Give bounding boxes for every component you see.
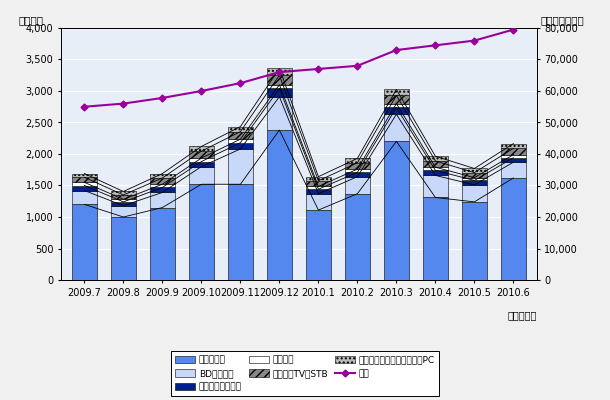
Bar [149,208,175,280]
Bar [267,68,292,75]
Bar [228,139,253,143]
累計 [120,101,127,106]
Bar [188,162,214,167]
Bar [423,156,448,161]
Bar [423,176,448,198]
累計 [432,43,439,48]
Bar [267,85,292,88]
Bar [423,198,448,280]
Bar [501,158,526,162]
Bar [72,177,97,182]
Bar [384,104,409,107]
累計 [510,27,517,32]
Bar [384,141,409,280]
Bar [228,149,253,184]
Bar [111,192,136,195]
Bar [423,167,448,170]
Bar [111,195,136,199]
Bar [501,148,526,155]
Bar [501,178,526,280]
累計 [276,70,283,74]
Bar [72,204,97,280]
Bar [384,114,409,141]
Bar [111,202,136,206]
Bar [384,90,409,96]
Bar [462,178,487,180]
累計 [198,89,205,94]
Bar [188,166,214,184]
Bar [267,75,292,85]
Bar [188,146,214,151]
Legend: 薄型テレビ, BDレコーダ, デジタルレコーダ, チューナ, ケーブルTV用STB, 地上デジタルチューナ内蔵PC, 累計: 薄型テレビ, BDレコーダ, デジタルレコーダ, チューナ, ケーブルTV用ST… [171,351,439,396]
Bar [345,194,370,280]
Text: （累計・千台）: （累計・千台） [540,16,584,26]
Bar [111,199,136,202]
累計 [81,104,88,109]
Bar [72,182,97,186]
Bar [188,151,214,158]
Bar [345,163,370,169]
Bar [267,130,292,280]
Bar [462,172,487,178]
Bar [149,184,175,187]
Bar [501,155,526,158]
Bar [188,184,214,280]
累計 [393,48,400,52]
Bar [228,132,253,139]
Bar [501,144,526,148]
Bar [501,162,526,178]
Bar [306,210,331,280]
Bar [267,88,292,97]
Text: （千台）: （千台） [18,16,43,26]
Bar [306,181,331,186]
Bar [384,96,409,104]
Text: （年・月）: （年・月） [508,310,537,320]
Bar [149,192,175,208]
Bar [149,174,175,178]
Bar [72,174,97,177]
Bar [423,170,448,176]
Bar [149,178,175,184]
Bar [306,177,331,181]
累計 [315,66,322,71]
Bar [462,180,487,185]
Bar [306,189,331,194]
Bar [345,172,370,177]
累計 [354,63,361,68]
Bar [149,187,175,192]
Bar [72,186,97,190]
Bar [345,169,370,172]
Bar [228,143,253,149]
Bar [462,185,487,202]
Bar [345,158,370,163]
Bar [306,194,331,210]
Bar [462,168,487,172]
Bar [228,184,253,280]
Line: 累計: 累計 [82,27,516,109]
Bar [345,177,370,194]
Bar [188,158,214,162]
Bar [267,97,292,130]
Bar [306,186,331,189]
Bar [111,217,136,280]
Bar [228,126,253,132]
累計 [237,81,244,86]
Bar [384,107,409,114]
累計 [159,96,166,100]
Bar [462,202,487,280]
Bar [72,190,97,204]
Bar [111,206,136,217]
累計 [471,38,478,43]
Bar [423,161,448,167]
